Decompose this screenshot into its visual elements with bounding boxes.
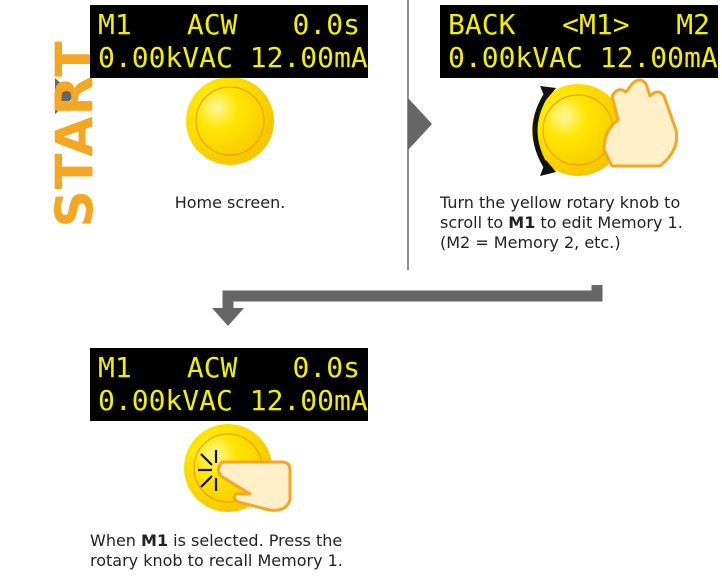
- lcd-field: M2: [676, 8, 710, 41]
- caption-line: Turn the yellow rotary knob to: [440, 193, 683, 213]
- knob-turn: [532, 80, 677, 176]
- caption: Home screen.: [130, 193, 330, 213]
- caption-line: scroll to M1 to edit Memory 1.: [440, 213, 683, 233]
- caption-text: M1: [508, 213, 535, 232]
- lcd-line: 0.00kVAC 12.00mA: [98, 41, 360, 74]
- lcd-line: 0.00kVAC 12.00mA: [98, 384, 360, 417]
- caption-text: rotary knob to recall Memory 1.: [90, 551, 343, 570]
- lcd-field: ACW: [187, 8, 238, 41]
- caption-line: Home screen.: [130, 193, 330, 213]
- knob: [186, 77, 274, 165]
- lcd-field: <M1>: [562, 8, 629, 41]
- lcd-field: 0.0s: [293, 351, 360, 384]
- caption-text: When: [90, 531, 141, 550]
- page: START M1ACW0.0s0.00kVAC 12.00mAHome scre…: [0, 0, 722, 578]
- lcd-line: M1 ACW 0.0s: [98, 351, 360, 384]
- caption-text: is selected. Press the: [168, 531, 342, 550]
- lcd-line: M1 ACW 0.0s: [98, 8, 360, 41]
- caption-line: rotary knob to recall Memory 1.: [90, 551, 343, 571]
- artwork: [0, 0, 722, 578]
- caption-text: to edit Memory 1.: [535, 213, 682, 232]
- caption-text: Home screen.: [175, 193, 286, 212]
- caption-text: Turn the yellow rotary knob to: [440, 193, 680, 212]
- caption-line: (M2 = Memory 2, etc.): [440, 233, 683, 253]
- lcd-field: BACK: [448, 8, 515, 41]
- lcd-field: ACW: [187, 351, 238, 384]
- step-arrow: [408, 98, 432, 150]
- lcd-field: M1: [98, 351, 132, 384]
- caption-line: When M1 is selected. Press the: [90, 531, 343, 551]
- lcd-field: M1: [98, 8, 132, 41]
- caption-text: scroll to: [440, 213, 508, 232]
- lcd-line: 0.00kVAC 12.00mA: [448, 41, 710, 74]
- flow-arrow: [228, 285, 597, 310]
- knob-press: [184, 424, 290, 512]
- caption-text: (M2 = Memory 2, etc.): [440, 233, 621, 252]
- lcd-field: 0.0s: [293, 8, 360, 41]
- lcd-line: BACK <M1> M2: [448, 8, 710, 41]
- flow-arrow-head: [212, 308, 244, 326]
- caption-text: M1: [141, 531, 168, 550]
